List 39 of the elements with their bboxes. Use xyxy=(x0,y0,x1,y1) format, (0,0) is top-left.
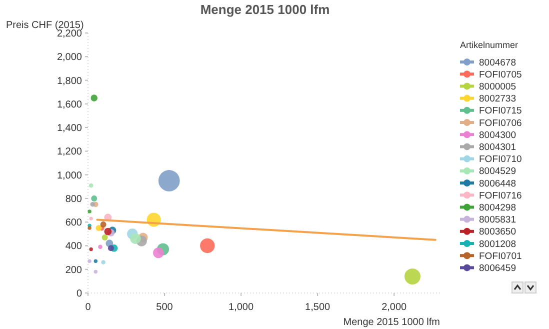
x-tick-label: 0 xyxy=(85,302,92,313)
legend-label: FOFI0710 xyxy=(479,154,522,166)
y-tick-label: 800 xyxy=(65,194,82,205)
y-tick-label: 1,000 xyxy=(56,170,82,182)
y-tick-label: 600 xyxy=(65,218,82,229)
legend-label: FOFI0716 xyxy=(479,190,522,202)
legend-label: 8004678 xyxy=(479,57,516,68)
legend-label: 8002733 xyxy=(479,94,516,105)
legend-label: 8005831 xyxy=(479,214,516,226)
y-tick-label: 2,000 xyxy=(56,52,82,64)
legend-label: FOFI0715 xyxy=(479,106,522,117)
legend-label: FOFI0701 xyxy=(479,250,522,262)
y-axis-title: Preis CHF (2015) xyxy=(6,20,84,31)
legend-label: FOFI0705 xyxy=(479,69,522,80)
legend-title: Artikelnummer xyxy=(460,40,518,50)
legend-label: 8001208 xyxy=(479,238,516,250)
x-axis-title: Menge 2015 1000 lfm xyxy=(343,317,440,328)
legend-label: 8006448 xyxy=(479,178,516,190)
legend-label: 8004300 xyxy=(479,130,516,141)
legend-label: 8006459 xyxy=(479,263,516,274)
legend-label: 8004529 xyxy=(479,166,516,178)
x-tick-label: 500 xyxy=(156,302,174,313)
y-tick-label: 1,400 xyxy=(56,123,82,134)
y-tick-label: 1,600 xyxy=(56,99,82,110)
x-tick-label: 1,500 xyxy=(305,302,331,313)
legend-label: 8004298 xyxy=(479,202,516,214)
legend-label: 8004301 xyxy=(479,142,516,154)
y-tick-label: 200 xyxy=(65,264,82,276)
y-tick-label: 0 xyxy=(76,288,82,300)
legend-label: FOFI0706 xyxy=(479,118,522,129)
y-tick-label: 1,800 xyxy=(56,76,82,87)
chart-title: Menge 2015 1000 lfm xyxy=(200,2,330,17)
y-tick-label: 1,200 xyxy=(56,146,82,158)
x-tick-label: 2,000 xyxy=(382,302,408,313)
y-tick-label: 400 xyxy=(65,241,82,252)
y-tick-label: 2,200 xyxy=(56,28,82,40)
legend-label: 8000005 xyxy=(479,82,516,93)
legend-label: 8003650 xyxy=(479,226,516,238)
x-tick-label: 1,000 xyxy=(228,302,254,313)
